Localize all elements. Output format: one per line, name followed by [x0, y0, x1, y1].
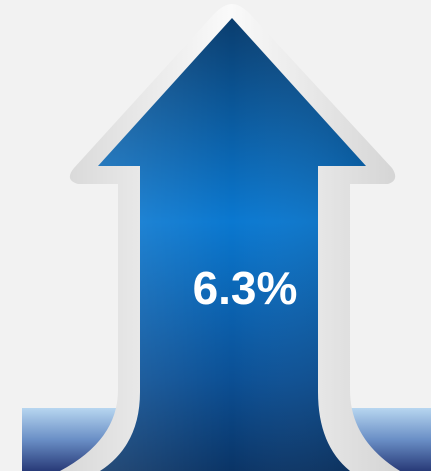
growth-label: 6.3% [193, 262, 298, 314]
growth-arrow-graphic: 6.3% [0, 0, 431, 471]
page: 6.3% (() => { const data = JSON.parse(do… [0, 0, 431, 471]
